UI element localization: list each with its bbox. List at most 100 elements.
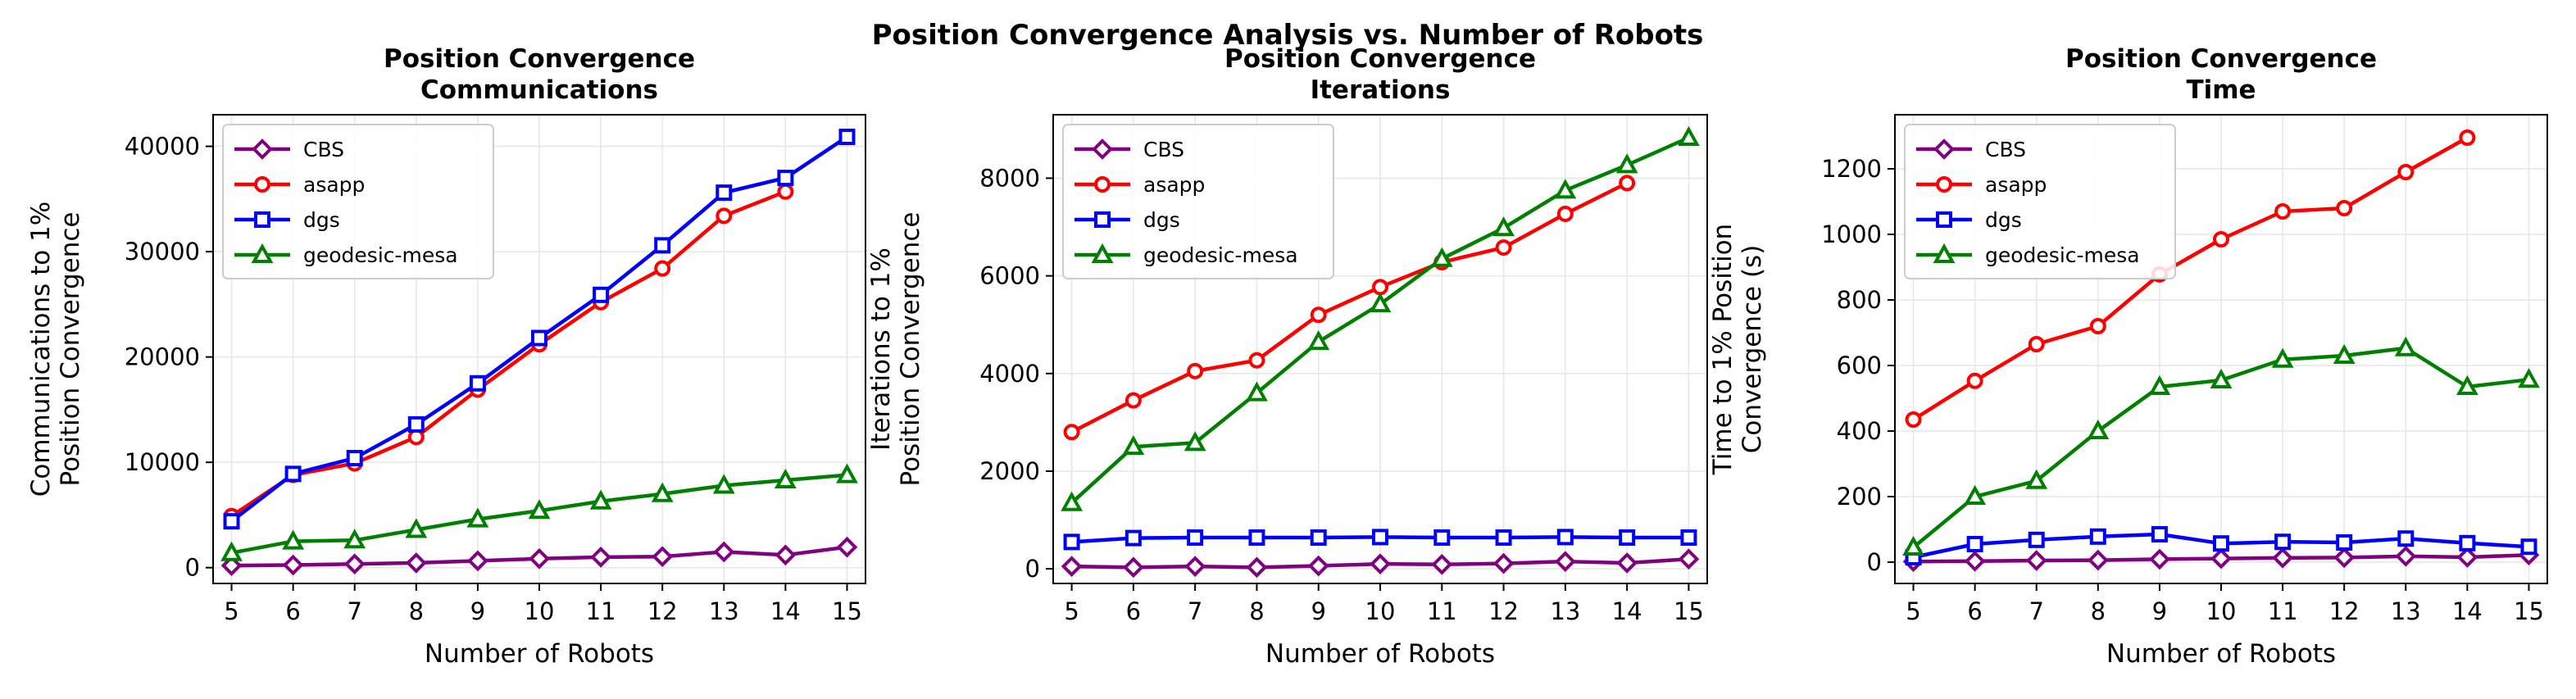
x-axis-label: Number of Robots — [2106, 639, 2336, 669]
data-point — [2213, 535, 2229, 552]
series-asapp — [1905, 129, 2476, 428]
legend-label: CBS — [1143, 138, 1184, 161]
legend-label: geodesic-mesa — [303, 243, 458, 267]
data-point — [254, 176, 270, 193]
x-tick-label: 9 — [2152, 597, 2167, 625]
data-point — [1431, 553, 1453, 575]
data-point — [1556, 205, 1574, 222]
data-point — [1619, 175, 1636, 192]
x-tick-label: 12 — [647, 597, 678, 625]
y-axis-label: Convergence (s) — [1738, 245, 1767, 454]
data-point — [1061, 556, 1083, 577]
legend-label: CBS — [1985, 138, 2026, 161]
data-point — [1310, 529, 1327, 546]
series-geodesic-mesa — [1061, 125, 1700, 511]
data-point — [343, 529, 366, 549]
y-tick-label: 4000 — [979, 360, 1040, 388]
y-tick-label: 6000 — [979, 262, 1040, 290]
data-point — [405, 552, 427, 574]
data-point — [1124, 392, 1142, 409]
data-point — [343, 553, 366, 575]
legend-box — [1062, 124, 1334, 279]
data-point — [282, 554, 304, 576]
data-point — [2459, 534, 2476, 551]
data-point — [2028, 336, 2045, 352]
data-point — [1248, 352, 1265, 369]
data-point — [2025, 469, 2048, 489]
data-point — [2213, 231, 2229, 247]
data-point — [1933, 138, 1955, 160]
y-tick-label: 1200 — [1821, 155, 1882, 183]
x-tick-label: 13 — [1550, 597, 1580, 625]
data-point — [1372, 279, 1388, 296]
data-point — [652, 546, 674, 568]
data-point — [469, 374, 486, 392]
x-tick-label: 10 — [1365, 597, 1396, 625]
data-point — [2333, 547, 2356, 569]
data-point — [1372, 529, 1388, 546]
y-tick-label: 30000 — [125, 238, 200, 266]
data-point — [2333, 343, 2356, 364]
data-point — [1061, 491, 1083, 511]
series-geodesic-mesa — [1902, 336, 2540, 556]
data-point — [1063, 533, 1080, 551]
data-point — [284, 465, 302, 483]
series-dgs — [223, 128, 856, 530]
data-point — [528, 499, 551, 520]
data-point — [223, 513, 240, 530]
data-point — [1678, 125, 1700, 147]
y-axis-label: Position Convergence — [56, 212, 85, 487]
legend-label: CBS — [303, 138, 344, 161]
panel-title: Communications — [420, 75, 658, 105]
data-point — [2336, 200, 2353, 216]
legend-box — [222, 124, 494, 279]
y-tick-label: 400 — [1837, 417, 1882, 445]
legend: CBS asapp dgs geodesic-mesa — [222, 124, 494, 279]
data-point — [1246, 556, 1268, 579]
data-point — [2272, 547, 2293, 569]
data-point — [2087, 549, 2109, 571]
data-point — [2459, 129, 2476, 146]
data-point — [2456, 374, 2478, 395]
data-point — [1187, 529, 1204, 546]
data-point — [1936, 211, 1952, 228]
data-point — [2087, 419, 2110, 439]
data-point — [2394, 336, 2417, 356]
x-tick-label: 8 — [2091, 597, 2106, 625]
data-point — [838, 128, 856, 145]
x-tick-label: 6 — [1126, 597, 1141, 625]
y-axis-label: Time to 1% Position — [1708, 224, 1738, 475]
y-tick-label: 8000 — [979, 164, 1040, 192]
x-tick-label: 8 — [1249, 597, 1264, 625]
y-tick-label: 10000 — [125, 448, 200, 476]
x-axis-label: Number of Robots — [425, 639, 654, 669]
data-point — [1310, 306, 1327, 324]
data-point — [346, 450, 363, 467]
data-point — [1966, 536, 1983, 552]
data-point — [2089, 528, 2106, 545]
legend: CBS asapp dgs geodesic-mesa — [1904, 124, 2176, 279]
legend-label: asapp — [1985, 173, 2047, 197]
data-point — [466, 507, 489, 528]
data-point — [777, 183, 794, 200]
data-point — [1246, 381, 1268, 402]
series-line — [230, 189, 787, 518]
x-tick-label: 12 — [1488, 597, 1519, 625]
data-point — [1905, 411, 1922, 428]
legend-label: asapp — [303, 173, 365, 197]
data-point — [2148, 374, 2171, 395]
legend-label: dgs — [303, 208, 340, 232]
data-point — [2149, 548, 2170, 570]
panel-title: Position Convergence — [1224, 44, 1536, 74]
data-point — [1554, 179, 1577, 199]
figure-title: Position Convergence Analysis vs. Number… — [872, 19, 1704, 52]
data-point — [531, 329, 547, 347]
chart-panel-2: 5 6 7 8 9 10 11 12 13 14 15 0 2000 4000 6000 8000 Positi… — [866, 44, 1708, 669]
x-tick-label: 14 — [770, 597, 801, 625]
x-tick-label: 8 — [409, 597, 424, 625]
data-point — [775, 544, 797, 566]
series-line — [1070, 181, 1629, 434]
series-dgs — [1905, 526, 2537, 565]
data-point — [651, 482, 674, 502]
